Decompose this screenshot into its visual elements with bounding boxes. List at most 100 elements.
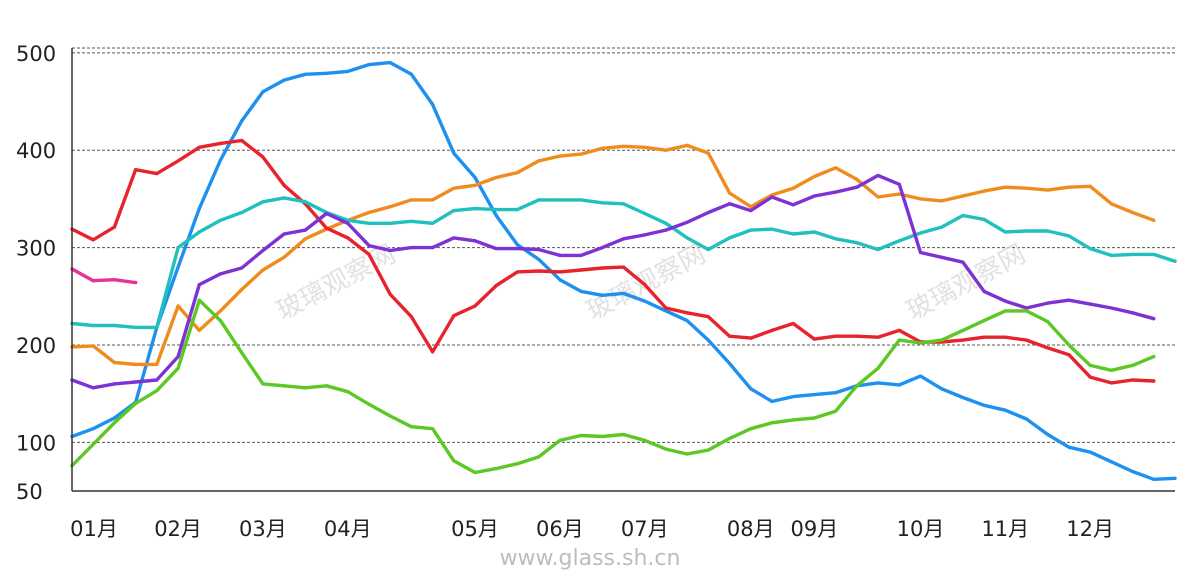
data-point [791, 186, 795, 190]
data-point [1046, 301, 1050, 305]
data-point [727, 191, 732, 195]
data-point [388, 248, 392, 253]
data-point [791, 418, 795, 422]
data-point [621, 265, 626, 269]
data-point [791, 203, 795, 207]
data-point [1003, 335, 1007, 339]
data-point [282, 232, 286, 236]
data-point [643, 233, 647, 237]
data-point [1109, 368, 1113, 372]
data-point [134, 325, 138, 330]
data-point [621, 202, 626, 206]
data-point [558, 278, 562, 282]
data-point [749, 427, 753, 431]
data-point [346, 236, 350, 240]
data-point [388, 292, 392, 296]
data-point [1046, 432, 1050, 437]
data-point [664, 447, 668, 451]
data-point [1088, 184, 1092, 188]
data-point [897, 239, 901, 243]
data-point [770, 399, 774, 404]
data-point [706, 247, 710, 252]
data-point [621, 432, 626, 437]
data-point [218, 319, 223, 323]
data-point [812, 194, 817, 198]
data-point [430, 221, 435, 225]
data-point [961, 213, 965, 218]
data-point [112, 323, 117, 328]
data-point [1088, 450, 1092, 454]
data-point [494, 283, 498, 288]
data-point [1088, 302, 1092, 306]
data-point [685, 236, 689, 240]
data-point [643, 211, 647, 216]
data-point [685, 311, 689, 315]
data-point [897, 338, 901, 342]
data-point [643, 145, 647, 149]
data-point [1067, 234, 1071, 238]
data-point [1130, 252, 1135, 257]
data-point [982, 217, 986, 221]
data-point [1067, 445, 1071, 449]
data-point [409, 198, 413, 202]
data-point [91, 386, 95, 390]
data-point [537, 269, 541, 273]
data-point [515, 208, 520, 212]
data-point [367, 221, 371, 225]
data-point [261, 90, 265, 94]
data-point [112, 421, 117, 425]
x-tick-label: 10月 [897, 517, 945, 541]
data-point [409, 245, 413, 250]
data-point [324, 226, 329, 230]
data-point [621, 291, 626, 295]
data-point [1152, 317, 1156, 321]
data-point [240, 210, 244, 215]
data-point [876, 366, 880, 370]
data-point [452, 314, 456, 318]
data-point [982, 289, 986, 294]
data-point [1067, 298, 1071, 302]
data-point [91, 279, 95, 283]
data-point [1003, 408, 1007, 412]
data-point [346, 390, 350, 394]
data-point [940, 199, 944, 203]
series-line-6 [70, 267, 138, 285]
data-point [664, 309, 668, 313]
data-point [134, 168, 138, 172]
data-point [643, 438, 647, 442]
data-point [579, 152, 583, 156]
data-point [1173, 259, 1177, 263]
data-point [430, 245, 435, 250]
data-point [1088, 375, 1092, 379]
data-point [706, 315, 710, 319]
data-point [961, 328, 965, 332]
data-point [643, 299, 647, 303]
data-point [579, 433, 583, 438]
data-point [876, 381, 880, 385]
data-point [621, 144, 626, 148]
y-tick-label: 50 [16, 480, 43, 504]
data-point [1067, 353, 1071, 357]
data-point [940, 255, 944, 259]
x-tick-label: 04月 [324, 517, 372, 541]
data-point [812, 393, 817, 397]
data-point [537, 247, 541, 252]
data-point [367, 252, 371, 257]
data-point [240, 266, 244, 270]
data-point [749, 205, 753, 209]
data-point [282, 78, 286, 82]
data-point [621, 237, 626, 241]
data-point [134, 281, 138, 285]
data-point [537, 198, 541, 202]
data-point [1152, 252, 1156, 257]
data-point [1109, 306, 1113, 310]
data-point [537, 455, 541, 459]
data-point [855, 334, 859, 338]
x-tick-label: 08月 [727, 517, 775, 541]
data-point [176, 366, 180, 370]
data-point [643, 282, 647, 287]
x-tick-label: 05月 [451, 517, 499, 541]
data-point [961, 194, 965, 198]
data-point [1024, 186, 1029, 190]
